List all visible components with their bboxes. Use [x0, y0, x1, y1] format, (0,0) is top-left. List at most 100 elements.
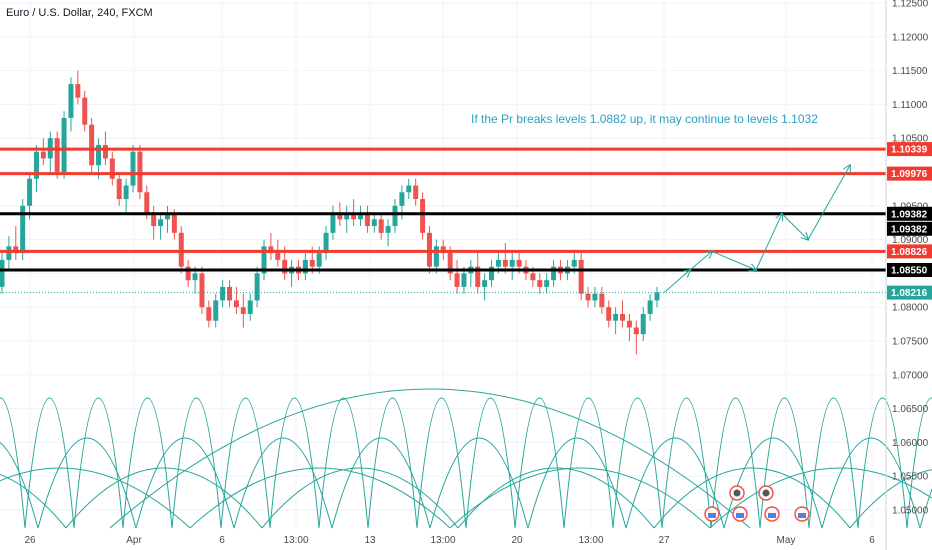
- projection-arrow[interactable]: [755, 214, 782, 271]
- candle-body: [240, 307, 246, 314]
- candle-body: [433, 246, 439, 267]
- candle-body: [233, 300, 239, 308]
- candle-body: [130, 151, 136, 186]
- candle-body: [102, 144, 108, 159]
- candle-body: [392, 205, 398, 227]
- candle-body: [482, 280, 488, 287]
- level-tag: [887, 142, 932, 157]
- time-axis[interactable]: 26 Apr 6 13:00 13 13:00 20 13:00 27 May 6: [24, 535, 875, 546]
- projection-arrows[interactable]: [663, 165, 850, 293]
- candle-body: [268, 246, 274, 254]
- candle-body: [530, 273, 536, 281]
- y-tick-label: 1.11500: [892, 66, 928, 77]
- candle-body: [185, 266, 191, 281]
- globe-icon: [733, 489, 741, 497]
- candle-body: [420, 199, 426, 233]
- flag-icon: [708, 513, 716, 518]
- candle-body: [447, 253, 453, 274]
- candle-body: [399, 192, 405, 206]
- candle-body: [213, 300, 219, 321]
- candle-body: [371, 219, 377, 227]
- candle-body: [302, 259, 308, 274]
- projection-arrow[interactable]: [689, 251, 712, 271]
- y-tick-label: 1.10500: [892, 134, 929, 145]
- event-markers[interactable]: [704, 485, 810, 522]
- candle-body: [227, 286, 233, 301]
- candle-body: [620, 313, 626, 321]
- y-tick-label: 1.12500: [892, 0, 929, 10]
- candle-body: [164, 212, 170, 220]
- candle-body: [592, 293, 598, 301]
- candle-body: [261, 246, 267, 274]
- projection-arrow[interactable]: [781, 213, 808, 240]
- projection-arrow[interactable]: [807, 165, 850, 240]
- y-tick-label: 1.07500: [892, 337, 929, 348]
- candle-body: [68, 84, 74, 118]
- projection-arrow[interactable]: [711, 250, 756, 270]
- analysis-note: If the Pr breaks levels 1.0882 up, it ma…: [471, 112, 818, 126]
- x-tick-label: 13:00: [430, 535, 455, 546]
- candle-body: [385, 226, 391, 233]
- candle-body: [351, 212, 357, 220]
- candle-body: [54, 138, 60, 172]
- candle-body: [475, 266, 481, 287]
- y-tick-label: 1.11000: [892, 100, 928, 111]
- chart-title: Euro / U.S. Dollar, 240, FXCM: [6, 7, 153, 19]
- candle-body: [640, 313, 646, 335]
- candle-body: [461, 273, 467, 287]
- projection-arrow[interactable]: [663, 270, 690, 293]
- candle-body: [344, 212, 350, 220]
- x-tick-label: 13:00: [283, 535, 308, 546]
- level-tag: [887, 166, 932, 181]
- candle-body: [309, 259, 315, 267]
- candle-body: [544, 280, 550, 287]
- candle-body: [158, 219, 164, 227]
- price-axis[interactable]: 1.05000 1.05500 1.06000 1.06500 1.07000 1.075…: [887, 0, 932, 517]
- candle-body: [364, 212, 370, 227]
- candle-body: [171, 212, 177, 233]
- candle-body: [144, 192, 150, 213]
- candle-body: [613, 313, 619, 321]
- flag-icon: [798, 513, 806, 518]
- y-tick-label: 1.07000: [892, 370, 929, 381]
- level-tag-label: 1.08550: [891, 266, 928, 277]
- candle-body: [61, 117, 67, 172]
- x-tick-label: 27: [658, 535, 670, 546]
- candle-body: [199, 273, 205, 308]
- candle-body: [599, 293, 605, 308]
- candle-body: [151, 212, 157, 227]
- candle-body: [426, 232, 432, 267]
- x-tick-label: 6: [869, 535, 875, 546]
- candle-body: [378, 219, 384, 233]
- level-tag-label: 1.08826: [891, 247, 928, 258]
- horizontal-levels[interactable]: [0, 147, 886, 294]
- candle-body: [254, 273, 260, 301]
- x-tick-label: 6: [219, 535, 225, 546]
- y-tick-label: 1.09000: [892, 235, 929, 246]
- flag-icon: [768, 513, 776, 518]
- candle-body: [509, 259, 515, 267]
- y-tick-label: 1.06500: [892, 404, 929, 415]
- candle-body: [20, 205, 26, 254]
- candle-body: [89, 124, 95, 166]
- x-tick-label: Apr: [126, 535, 142, 546]
- candle-body: [275, 253, 281, 260]
- candle-body: [551, 266, 557, 281]
- level-tag: [887, 244, 932, 259]
- grid: [0, 0, 886, 530]
- y-tick-label: 1.05500: [892, 472, 929, 483]
- candle-body: [495, 259, 501, 267]
- candle-body: [654, 292, 660, 301]
- candle-body: [82, 97, 88, 125]
- candle-body: [13, 246, 19, 254]
- candle-body: [454, 273, 460, 287]
- level-tag-label: 1.09382: [891, 209, 928, 220]
- candle-body: [247, 300, 253, 314]
- candle-body: [178, 232, 184, 267]
- candle-body: [537, 280, 543, 287]
- candle-body: [440, 246, 446, 254]
- candle-body: [323, 232, 329, 254]
- x-tick-label: May: [777, 535, 796, 546]
- candle-body: [75, 84, 81, 98]
